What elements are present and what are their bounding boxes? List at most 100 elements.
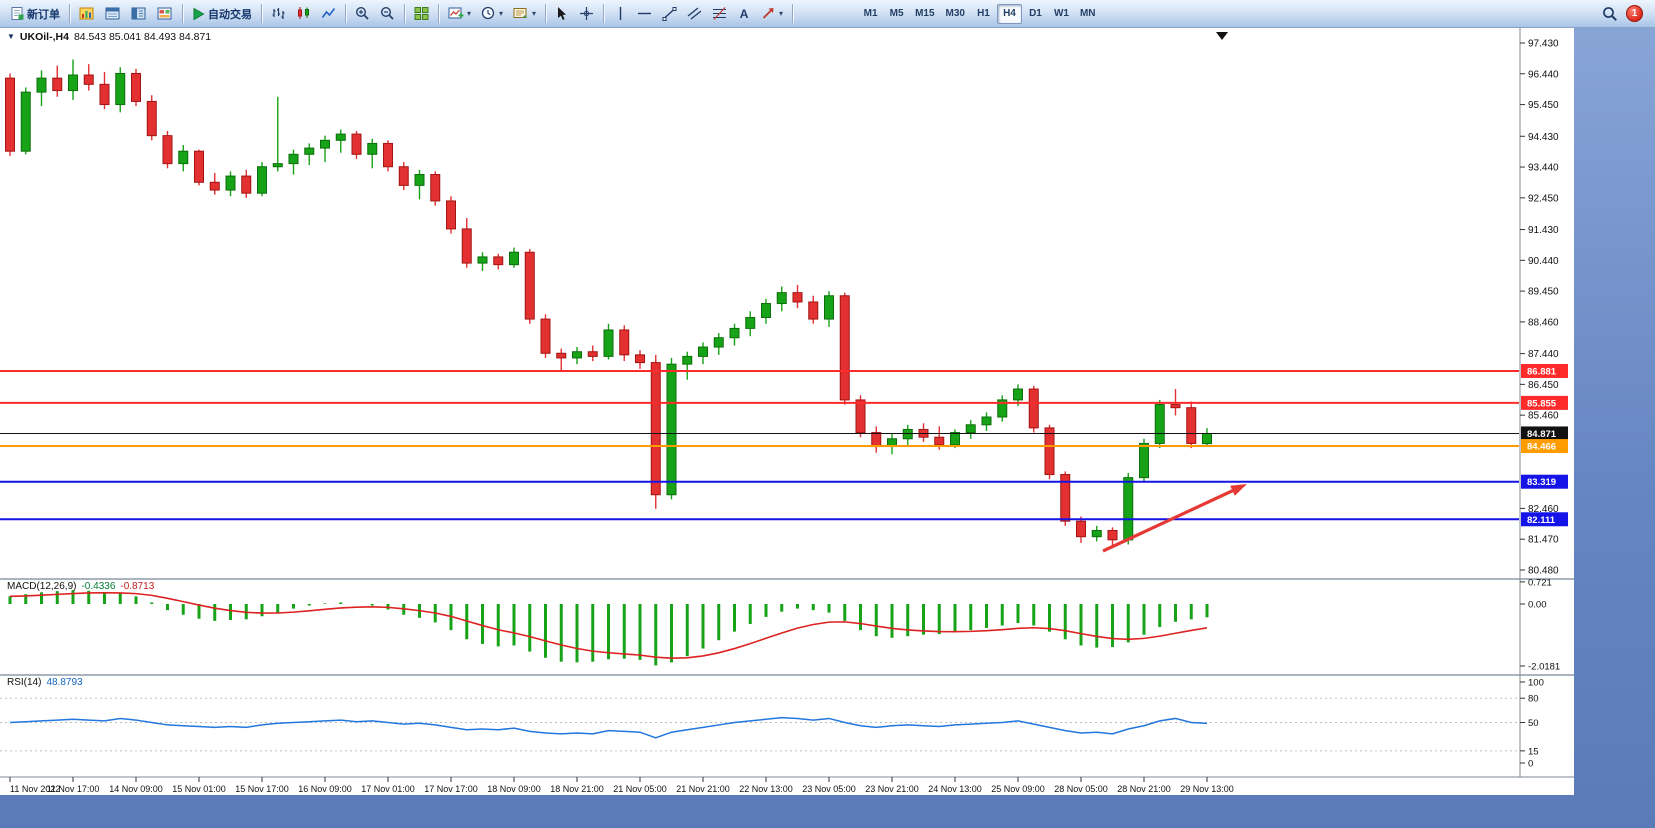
bar-chart-button[interactable] [267,3,290,25]
text-button[interactable]: A [733,3,755,25]
timeframe-button-d1[interactable]: D1 [1029,8,1042,19]
templates-button[interactable]: ▾ [509,3,540,25]
arrow-tools-button[interactable]: ▾ [757,3,787,25]
vertical-line-button[interactable] [609,3,631,25]
terminal-button[interactable] [153,3,177,25]
new-chart-button[interactable]: ▾ [444,3,475,25]
candlestick-chart-button[interactable] [292,3,315,25]
price-level-badge-label: 84.466 [1527,442,1556,453]
timeframes-dropdown-button[interactable]: ▾ [477,3,507,25]
navigator-button[interactable] [127,3,151,25]
new-order-button[interactable]: 新订单 [6,3,64,25]
rsi-axis-label: 50 [1528,718,1539,729]
timeframe-button-mn[interactable]: MN [1079,8,1096,19]
panel-divider[interactable] [0,578,1574,580]
candle-body [1170,404,1181,409]
candle-body [209,181,220,191]
candle-body [335,133,346,141]
fibonacci-button[interactable] [708,3,731,25]
dropdown-caret-icon: ▾ [499,8,504,18]
candle-body [650,362,661,496]
price-tick-label: 96.440 [1528,69,1559,80]
chart-title: ▼ UKOil-,H4 84.543 85.041 84.493 84.871 [7,31,211,43]
candle-body [5,77,15,152]
panel-divider[interactable] [0,674,1574,676]
toolbar-separator [69,4,70,23]
candle-body [383,142,393,168]
candle-body [320,139,330,149]
timeframe-button-m15[interactable]: M15 [915,8,935,19]
timeframe-button-m1[interactable]: M1 [863,8,878,19]
candle-body [1202,432,1212,445]
candle-body [902,428,913,440]
channel-icon [687,7,702,20]
candle-body [1107,529,1118,541]
candle-body [1123,477,1134,541]
macd-axis-label: -2.0181 [1528,661,1560,672]
market-watch-button[interactable] [75,3,99,25]
timeframe-button-w1[interactable]: W1 [1053,8,1069,19]
timeframe-button-m5[interactable]: M5 [889,8,904,19]
trend-arrow-line[interactable] [1102,485,1241,553]
candle-body [855,399,866,434]
chart-window: 97.430 96.440 95.450 94.430 93.440 92.450 91.4… [0,28,1574,795]
toolbar-separator [603,4,605,23]
timeframe-button-m30[interactable]: M30 [945,8,965,19]
channel-button[interactable] [683,3,706,25]
crosshair-button[interactable] [575,3,598,25]
cursor-button[interactable] [551,3,573,25]
tile-windows-button[interactable] [410,3,433,25]
candle-body [839,295,850,401]
price-level-badge [1521,363,1568,378]
candle-body [1013,388,1023,401]
candle-body [745,317,756,329]
toolbar-separator [261,4,262,23]
fibonacci-icon [713,7,727,20]
candle-body [540,318,551,354]
price-tick-label: 89.450 [1528,287,1559,298]
candlestick-chart-icon [298,7,309,19]
data-window-button[interactable] [101,3,125,25]
candle-body [430,174,441,202]
trend-arrow-head[interactable] [1230,484,1247,496]
rsi-axis-label: 0 [1528,759,1533,770]
trendline-icon [662,7,677,21]
candle-body [524,251,535,320]
price-tick-label: 95.450 [1528,100,1559,111]
templates-icon [513,8,527,19]
tile-windows-icon [414,7,429,20]
new-order-icon [11,7,24,20]
time-label: 21 Nov 05:00 [613,784,667,794]
search-icon[interactable] [1602,6,1618,22]
zoom-out-button[interactable] [376,3,399,25]
timeframe-button-h1[interactable]: H1 [977,8,990,19]
chart-shift-marker[interactable] [1216,32,1228,40]
candle-body [1154,404,1165,444]
zoom-in-button[interactable] [351,3,374,25]
clock-icon [481,6,495,20]
candle-body [792,292,803,303]
candle-body [1139,442,1149,479]
toolbar-separator [404,4,405,23]
candle-body [509,251,519,266]
autotrading-label: 自动交易 [208,8,252,21]
line-chart-button[interactable] [317,3,340,25]
price-tick-label: 93.440 [1528,163,1559,174]
trendline-button[interactable] [658,3,681,25]
time-label: 11 Nov 2022 [10,784,60,794]
price-level-badge [1521,395,1568,410]
autotrading-button[interactable]: 自动交易 [188,3,256,25]
price-tick-label: 86.450 [1528,380,1559,391]
candle-body [367,142,378,155]
price-level-badge-label: 83.319 [1527,477,1556,488]
time-label: 18 Nov 09:00 [487,784,541,794]
notification-badge[interactable]: 1 [1626,5,1643,22]
candle-body [36,77,47,93]
chart-canvas[interactable]: 97.430 96.440 95.450 94.430 93.440 92.450 91.4… [0,28,1574,795]
horizontal-line-button[interactable] [633,3,656,25]
candle-body [587,351,598,357]
new-order-label: 新订单 [27,8,60,21]
timeframe-button-h4[interactable]: H4 [996,3,1022,24]
time-label: 28 Nov 05:00 [1054,784,1108,794]
dropdown-caret-icon: ▾ [467,8,472,18]
